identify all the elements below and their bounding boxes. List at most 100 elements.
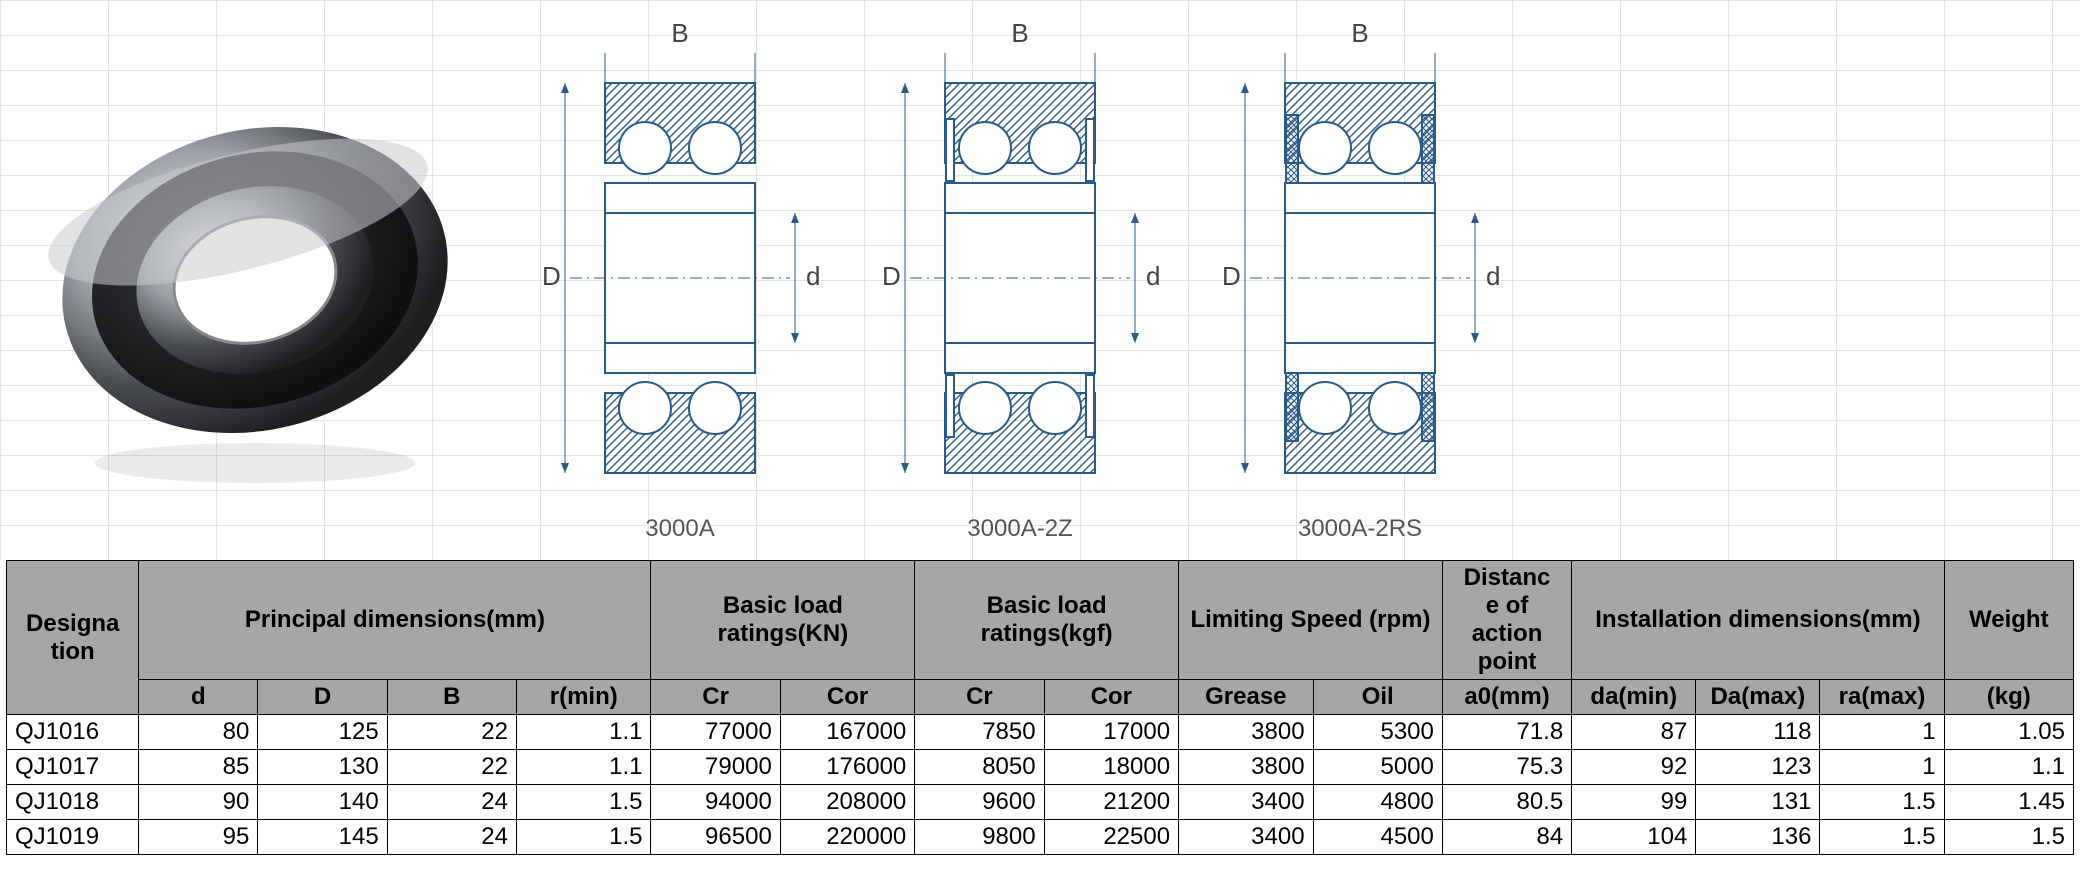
spec-table: Designa tion Principal dimensions(mm) Ba…: [6, 560, 2074, 855]
cell-damin: 99: [1572, 785, 1696, 820]
cell-d: 80: [139, 715, 258, 750]
cell-D: 130: [258, 750, 387, 785]
cell-damin: 87: [1572, 715, 1696, 750]
cell-kg: 1.05: [1944, 715, 2073, 750]
th-sub-0: d: [139, 680, 258, 715]
cell-Damax: 136: [1696, 820, 1820, 855]
cell-oil: 4800: [1313, 785, 1442, 820]
th-distance: Distanc e of action point: [1442, 561, 1571, 680]
cell-D: 140: [258, 785, 387, 820]
cell-d: 90: [139, 785, 258, 820]
page-root: B: [0, 0, 2080, 896]
th-sub-10: a0(mm): [1442, 680, 1571, 715]
cell-oil: 4500: [1313, 820, 1442, 855]
diagram-row: B: [530, 18, 1510, 543]
cell-Damax: 118: [1696, 715, 1820, 750]
diagram-3000A: B: [530, 18, 830, 543]
cell-Cor_kn: 176000: [780, 750, 914, 785]
cell-Cor_kn: 220000: [780, 820, 914, 855]
dim-label-B: B: [1011, 18, 1028, 49]
illustration-area: B: [40, 10, 1580, 550]
cell-designation: QJ1016: [7, 715, 139, 750]
th-sub-6: Cr: [915, 680, 1044, 715]
table-row: QJ101785130221.1790001760008050180003800…: [7, 750, 2074, 785]
cell-Cor_kgf: 21200: [1044, 785, 1178, 820]
cell-Cr_kn: 77000: [651, 715, 780, 750]
cell-B: 22: [387, 750, 516, 785]
cell-damin: 92: [1572, 750, 1696, 785]
cell-B: 24: [387, 820, 516, 855]
cell-Cr_kgf: 8050: [915, 750, 1044, 785]
dim-label-B: B: [671, 18, 688, 49]
diagram-label-0: 3000A: [645, 515, 714, 543]
cell-a0: 80.5: [1442, 785, 1571, 820]
diagram-3000A-2RS: B: [1210, 18, 1510, 543]
th-designation: Designa tion: [7, 561, 139, 715]
th-basic-kgf: Basic load ratings(kgf): [915, 561, 1179, 680]
cell-a0: 75.3: [1442, 750, 1571, 785]
table-row: QJ101890140241.5940002080009600212003400…: [7, 785, 2074, 820]
cell-ramax: 1: [1820, 750, 1944, 785]
cell-designation: QJ1019: [7, 820, 139, 855]
cell-a0: 71.8: [1442, 715, 1571, 750]
cell-Cor_kgf: 18000: [1044, 750, 1178, 785]
cell-Cr_kgf: 9800: [915, 820, 1044, 855]
table-body: QJ101680125221.1770001670007850170003800…: [7, 715, 2074, 855]
th-weight: Weight: [1944, 561, 2073, 680]
table-row: QJ101680125221.1770001670007850170003800…: [7, 715, 2074, 750]
svg-text:D: D: [1222, 261, 1241, 291]
th-principal: Principal dimensions(mm): [139, 561, 651, 680]
cell-Cr_kn: 96500: [651, 820, 780, 855]
th-sub-7: Cor: [1044, 680, 1178, 715]
th-installation: Installation dimensions(mm): [1572, 561, 1944, 680]
diagram-svg-1: D d: [870, 53, 1170, 503]
cell-damin: 104: [1572, 820, 1696, 855]
cell-kg: 1.45: [1944, 785, 2073, 820]
th-sub-13: ra(max): [1820, 680, 1944, 715]
cell-designation: QJ1017: [7, 750, 139, 785]
cell-ramax: 1: [1820, 715, 1944, 750]
cell-kg: 1.1: [1944, 750, 2073, 785]
cell-oil: 5000: [1313, 750, 1442, 785]
th-sub-4: Cr: [651, 680, 780, 715]
cell-Cr_kgf: 7850: [915, 715, 1044, 750]
cell-Cor_kgf: 22500: [1044, 820, 1178, 855]
cell-a0: 84: [1442, 820, 1571, 855]
th-sub-8: Grease: [1179, 680, 1313, 715]
dim-label-B: B: [1351, 18, 1368, 49]
th-sub-11: da(min): [1572, 680, 1696, 715]
th-sub-9: Oil: [1313, 680, 1442, 715]
cell-Cr_kn: 79000: [651, 750, 780, 785]
diagram-svg-2: D d: [1210, 53, 1510, 503]
cell-Cor_kn: 208000: [780, 785, 914, 820]
diagram-label-2: 3000A-2RS: [1298, 515, 1422, 543]
cell-Cr_kgf: 9600: [915, 785, 1044, 820]
cell-grease: 3800: [1179, 715, 1313, 750]
header-row-sub: dDBr(min)CrCorCrCorGreaseOila0(mm)da(min…: [7, 680, 2074, 715]
bearing-photo-svg: [40, 65, 470, 495]
cell-d: 95: [139, 820, 258, 855]
cell-Cr_kn: 94000: [651, 785, 780, 820]
dim-label-D: D: [542, 261, 561, 291]
cell-rmin: 1.5: [517, 820, 651, 855]
diagram-svg-0: D d: [530, 53, 830, 503]
svg-text:d: d: [1146, 261, 1160, 291]
th-sub-2: B: [387, 680, 516, 715]
header-row-groups: Designa tion Principal dimensions(mm) Ba…: [7, 561, 2074, 680]
table-row: QJ101995145241.5965002200009800225003400…: [7, 820, 2074, 855]
th-sub-5: Cor: [780, 680, 914, 715]
th-sub-1: D: [258, 680, 387, 715]
th-basic-kn: Basic load ratings(KN): [651, 561, 915, 680]
cell-d: 85: [139, 750, 258, 785]
diagram-3000A-2Z: B: [870, 18, 1170, 543]
cell-Cor_kgf: 17000: [1044, 715, 1178, 750]
cell-grease: 3400: [1179, 785, 1313, 820]
cell-rmin: 1.1: [517, 750, 651, 785]
dim-label-d: d: [806, 261, 820, 291]
cell-B: 22: [387, 715, 516, 750]
th-limiting-speed: Limiting Speed (rpm): [1179, 561, 1443, 680]
cell-kg: 1.5: [1944, 820, 2073, 855]
cell-D: 125: [258, 715, 387, 750]
cell-grease: 3400: [1179, 820, 1313, 855]
svg-text:d: d: [1486, 261, 1500, 291]
